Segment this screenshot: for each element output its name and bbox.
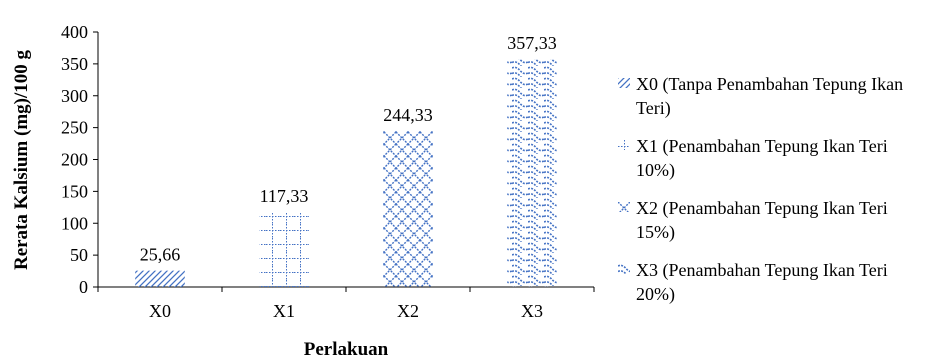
legend-label: X1 (Penambahan Tepung Ikan Teri 10%) [636, 136, 888, 180]
data-label-x1: 117,33 [260, 186, 309, 206]
legend-label: X2 (Penambahan Tepung Ikan Teri 15%) [636, 198, 888, 242]
bar-x3 [507, 59, 557, 288]
legend-swatch-x2 [618, 202, 630, 212]
y-tick-label: 200 [61, 150, 88, 170]
bars [135, 59, 557, 288]
y-tick-label: 0 [79, 277, 88, 297]
legend: X0 (Tanpa Penambahan Tepung Ikan Teri) X1… [616, 72, 926, 320]
data-label-x2: 244,33 [383, 105, 433, 125]
legend-label: X0 (Tanpa Penambahan Tepung Ikan Teri) [636, 74, 904, 118]
y-tick-label: 350 [61, 54, 88, 74]
legend-swatch-x0 [618, 78, 630, 88]
x-tick-label: X1 [273, 301, 295, 321]
legend-swatch-x1 [618, 140, 630, 150]
x-tick-label: X0 [149, 301, 171, 321]
data-label-x0: 25,66 [140, 245, 181, 265]
x-axis-ticks: X0 X1 X2 X3 [97, 287, 595, 321]
legend-item-x0: X0 (Tanpa Penambahan Tepung Ikan Teri) [616, 72, 926, 120]
y-axis-title: Rerata Kalsium (mg)/100 g [11, 49, 32, 270]
y-tick-label: 400 [61, 22, 88, 42]
x-tick-label: X3 [521, 301, 543, 321]
x-tick-label: X2 [397, 301, 419, 321]
y-tick-label: 150 [61, 181, 88, 201]
bar-x2 [383, 131, 433, 287]
y-tick-label: 50 [70, 245, 88, 265]
y-tick-label: 300 [61, 86, 88, 106]
legend-swatch-x3 [618, 264, 630, 274]
y-axis-ticks: 0 50 100 150 200 250 300 350 400 [61, 22, 98, 297]
legend-item-x1: X1 (Penambahan Tepung Ikan Teri 10%) [616, 134, 926, 182]
legend-item-x3: X3 (Penambahan Tepung Ikan Teri 20%) [616, 258, 926, 306]
bar-chart: Rerata Kalsium (mg)/100 g 0 50 100 150 200 25… [11, 22, 595, 360]
y-tick-label: 100 [61, 213, 88, 233]
bar-x1 [259, 212, 309, 287]
legend-item-x2: X2 (Penambahan Tepung Ikan Teri 15%) [616, 196, 926, 244]
x-axis-title: Perlakuan [304, 339, 389, 360]
legend-label: X3 (Penambahan Tepung Ikan Teri 20%) [636, 260, 888, 304]
data-label-x3: 357,33 [507, 33, 557, 53]
bar-x0 [135, 270, 185, 287]
data-labels: 25,66 117,33 244,33 357,33 [140, 33, 557, 264]
y-tick-label: 250 [61, 118, 88, 138]
